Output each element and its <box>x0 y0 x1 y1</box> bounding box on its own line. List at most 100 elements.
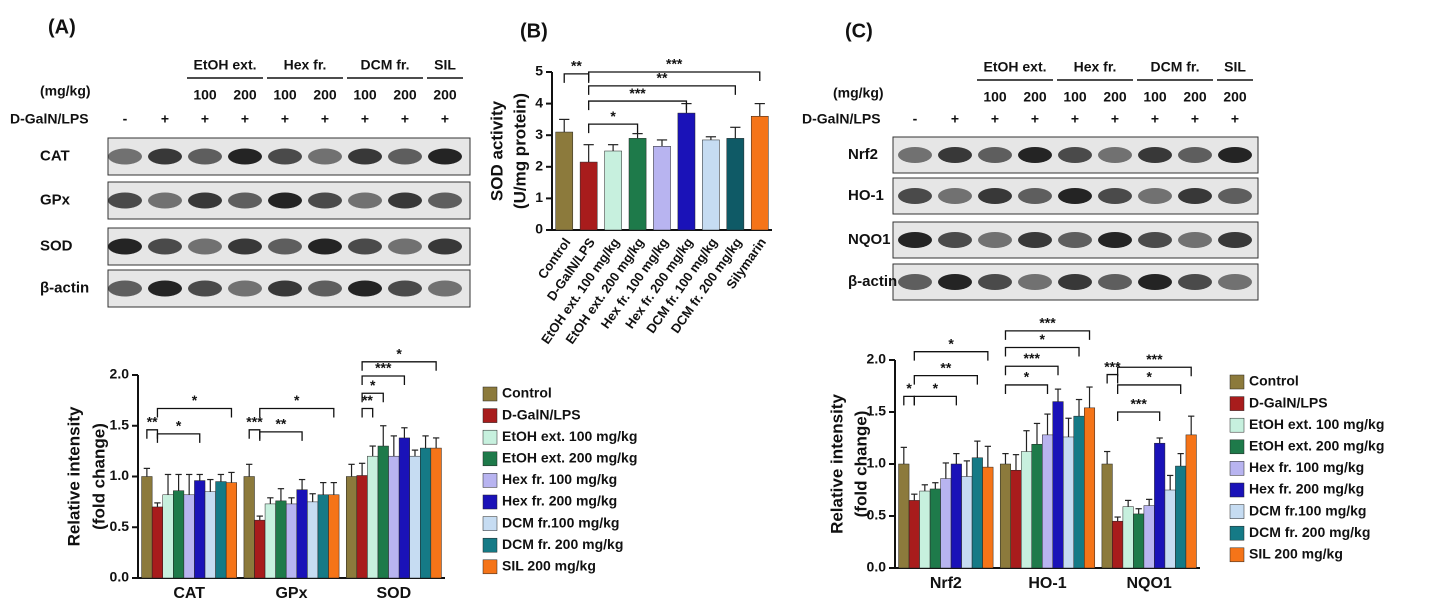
legend-swatch <box>1229 439 1245 455</box>
significance-label: * <box>610 108 616 124</box>
bar <box>940 478 952 569</box>
legend-swatch <box>1229 417 1245 433</box>
significance-label: *** <box>1024 350 1041 366</box>
blot-band <box>308 192 342 209</box>
bar <box>604 150 622 231</box>
blot-row-label: β-actin <box>40 279 89 296</box>
legend-label: DCM fr. 200 mg/kg <box>1249 524 1370 540</box>
significance-bracket <box>913 395 957 406</box>
legend-label: Hex fr. 100 mg/kg <box>1249 459 1364 475</box>
bar <box>162 494 174 579</box>
y-tick-label: 1.0 <box>110 467 130 483</box>
bar <box>243 476 255 579</box>
bar <box>173 490 185 579</box>
significance-label: * <box>176 418 182 434</box>
significance-bracket <box>588 100 688 111</box>
dose: 100 <box>1143 89 1167 105</box>
dose: 100 <box>273 87 297 103</box>
y-axis-label: Relative intensity <box>64 406 83 546</box>
legend-swatch <box>1229 482 1245 498</box>
blot-band <box>388 192 422 209</box>
bar <box>1164 489 1176 569</box>
group-label: EtOH ext. <box>983 59 1046 75</box>
significance-bracket <box>913 351 989 361</box>
legend-label: Control <box>502 385 552 401</box>
treatment: + <box>991 111 999 127</box>
blot-band <box>938 274 972 290</box>
x-tick-label: CAT <box>173 585 205 602</box>
blot-band <box>1058 188 1092 204</box>
bar <box>919 490 931 569</box>
x-tick-label: NQO1 <box>1126 575 1171 592</box>
bar <box>950 463 962 569</box>
blot-band <box>388 280 422 297</box>
significance-bracket <box>588 123 639 134</box>
bar <box>726 138 745 231</box>
blot-band <box>1098 147 1132 163</box>
panel-label: (A) <box>48 16 76 38</box>
significance-label: *** <box>666 56 683 72</box>
y-tick-label: 2.0 <box>110 366 130 382</box>
significance-bracket <box>588 85 736 95</box>
blot-band <box>1018 188 1052 204</box>
significance-bracket <box>361 361 437 371</box>
bar <box>1063 436 1075 569</box>
legend-label: D-GalN/LPS <box>1249 394 1328 410</box>
significance-label: *** <box>375 360 392 376</box>
blot-band <box>428 148 462 165</box>
significance-bracket <box>1106 373 1119 384</box>
bar <box>328 494 340 579</box>
significance-label: * <box>906 380 912 396</box>
significance-bracket <box>1004 330 1091 340</box>
group-label: SIL <box>1224 59 1246 75</box>
significance-bracket <box>1117 411 1161 421</box>
bar <box>420 447 432 579</box>
blot-band <box>938 232 972 248</box>
treatment: + <box>951 111 959 127</box>
blot-band <box>348 192 382 209</box>
blot-band <box>268 238 302 255</box>
significance-label: * <box>1024 369 1030 385</box>
bar <box>317 494 329 579</box>
significance-bracket <box>361 375 406 386</box>
legend-label: D-GalN/LPS <box>502 406 581 422</box>
dose-label: (mg/kg) <box>40 83 91 99</box>
significance-bracket <box>1004 384 1049 394</box>
y-axis-label: (fold change) <box>851 411 870 518</box>
treatment: + <box>241 111 249 127</box>
bar <box>677 112 696 231</box>
blot-band <box>1138 147 1172 163</box>
bar <box>1122 506 1134 569</box>
blot-band <box>1178 147 1212 163</box>
significance-label: *** <box>1146 351 1163 367</box>
bar <box>296 489 308 579</box>
blot-band <box>348 280 382 297</box>
legend-label: Hex fr. 100 mg/kg <box>502 471 617 487</box>
significance-bracket <box>1004 346 1080 357</box>
significance-label: *** <box>1130 396 1147 412</box>
dose: 200 <box>1023 89 1047 105</box>
blot-band <box>1138 232 1172 248</box>
legend-swatch <box>482 408 498 423</box>
bar <box>225 482 238 579</box>
bar <box>356 475 368 579</box>
blot-band <box>108 280 142 297</box>
legend-swatch <box>482 559 498 575</box>
significance-label: ** <box>147 414 158 430</box>
y-axis-label: Relative intensity <box>827 394 846 534</box>
significance-label: * <box>933 380 939 396</box>
blot-band <box>228 192 262 209</box>
significance-bracket <box>156 407 233 418</box>
blot-band <box>108 192 142 209</box>
blot-band <box>1218 147 1252 163</box>
significance-label: * <box>294 392 300 408</box>
blot-row-label: HO-1 <box>848 187 884 204</box>
dose: 100 <box>193 87 217 103</box>
significance-bracket <box>361 407 374 418</box>
significance-bracket <box>563 73 590 83</box>
significance-bracket <box>903 395 915 406</box>
group-label: DCM fr. <box>1151 59 1200 75</box>
bar <box>151 506 163 579</box>
bar <box>1185 434 1197 569</box>
legend-swatch <box>482 494 498 510</box>
